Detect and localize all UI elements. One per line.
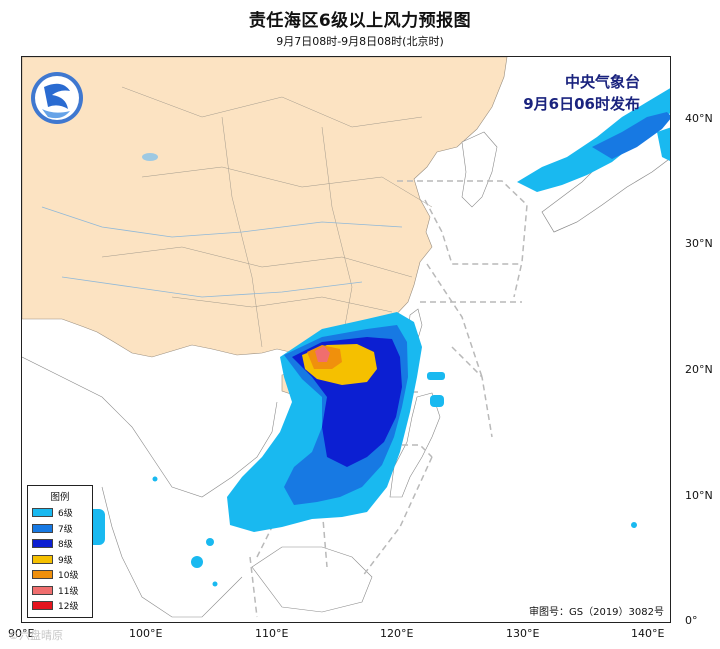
lat-label: 30°N (685, 237, 713, 250)
lat-label: 10°N (685, 489, 713, 502)
legend-item: 12级 (28, 598, 92, 614)
legend-label: 12级 (58, 602, 79, 613)
indochina-outline (22, 356, 278, 498)
legend-item: 7级 (28, 521, 92, 537)
lon-label: 140°E (631, 627, 665, 640)
legend-item: 8级 (28, 536, 92, 552)
approval-number: 审图号：GS（2019）3082号 (527, 603, 666, 618)
legend-item: 6级 (28, 505, 92, 521)
legend-swatch (32, 570, 53, 580)
watermark: ©六盘晴原 (8, 629, 63, 642)
legend-label: 10级 (58, 571, 79, 582)
map-canvas (22, 57, 670, 618)
china-land (22, 57, 508, 358)
legend-swatch (32, 601, 53, 611)
legend-label: 7级 (58, 524, 73, 535)
lon-label: 120°E (380, 627, 414, 640)
legend-title: 图例 (50, 492, 70, 503)
legend-label: 11级 (58, 586, 79, 597)
lat-label: 20°N (685, 363, 713, 376)
lat-label: 0° (685, 614, 698, 627)
issue-time: 9月6日06时发布 (523, 95, 640, 113)
legend-swatch (32, 523, 53, 533)
lon-label: 90°E (8, 627, 35, 640)
map-panel: 中央气象台 9月6日06时发布 图例 6级 7级 8级 9级 10级 11级 1… (21, 56, 671, 623)
legend-swatch (32, 554, 53, 564)
legend-label: 9级 (58, 555, 73, 566)
wind-11-areas (315, 346, 330, 362)
legend: 图例 6级 7级 8级 9级 10级 11级 12级 (27, 485, 93, 618)
issuer-name: 中央气象台 (564, 73, 640, 91)
lon-label: 130°E (506, 627, 540, 640)
lat-label: 40°N (685, 112, 713, 125)
cma-logo (31, 72, 83, 124)
malay-outline (101, 486, 243, 618)
legend-swatch (32, 508, 53, 518)
lon-label: 110°E (255, 627, 289, 640)
legend-label: 6级 (58, 509, 73, 520)
korea-land (461, 131, 498, 208)
legend-swatch (32, 539, 53, 549)
map-subtitle: 9月7日08时-9月8日08时(北京时) (276, 35, 444, 48)
legend-swatch (32, 585, 53, 595)
province-borders (101, 86, 433, 348)
lake (142, 153, 158, 161)
issuer-block: 中央气象台 9月6日06时发布 (523, 71, 640, 115)
borneo-outline (251, 546, 373, 613)
legend-label: 8级 (58, 540, 73, 551)
rivers (41, 206, 403, 298)
legend-item: 10级 (28, 567, 92, 583)
legend-item: 11级 (28, 583, 92, 599)
map-title: 责任海区6级以上风力预报图 (248, 11, 472, 31)
lon-label: 100°E (129, 627, 163, 640)
legend-item: 9级 (28, 552, 92, 568)
